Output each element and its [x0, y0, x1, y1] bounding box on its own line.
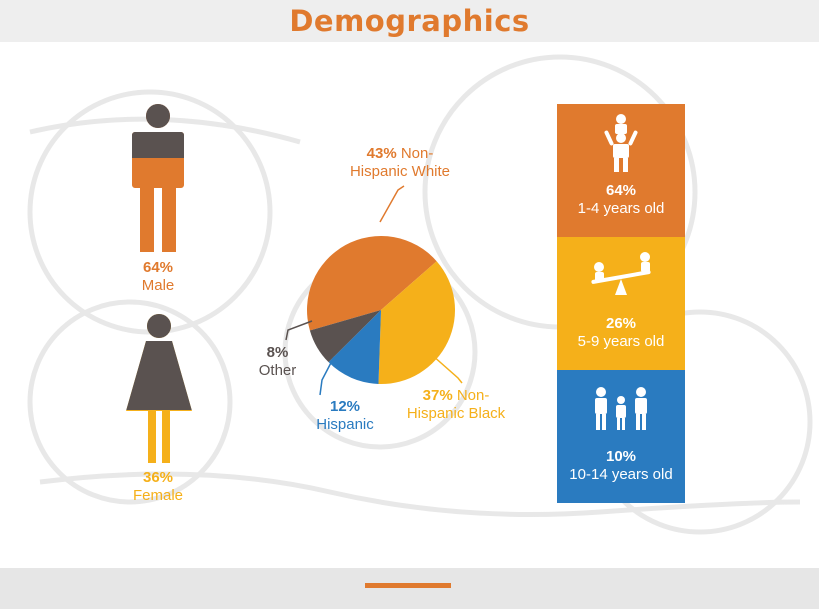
pie-label-white: 43% Non- Hispanic White: [330, 145, 470, 181]
age-label-5-9: 5-9 years old: [577, 333, 665, 350]
pie-white-line2: Hispanic White: [349, 163, 451, 180]
leader-line-white: [379, 185, 405, 223]
leader-line-hispanic: [319, 356, 335, 396]
footer-accent-line: [365, 583, 451, 588]
age-label-10-14: 10-14 years old: [569, 466, 673, 483]
footer-bar: [0, 568, 819, 609]
male-label: Male: [141, 277, 175, 294]
parent-child-icon: [604, 114, 638, 172]
male-figure-icon: [132, 104, 184, 252]
pie-black-percent: 37%: [422, 387, 453, 404]
pie-label-other: 8% Other: [245, 344, 310, 380]
leader-line-other: [285, 320, 313, 341]
age-percent-5-9: 26%: [605, 315, 637, 332]
age-percent-1-4: 64%: [605, 182, 637, 199]
age-percent-10-14: 10%: [605, 448, 637, 465]
pie-slice-hispanic: [328, 310, 381, 384]
family-icon: [595, 387, 647, 430]
ethnicity-pie-chart: [285, 185, 463, 396]
pie-hispanic-percent: 12%: [329, 398, 361, 415]
pie-other-label: Other: [258, 362, 297, 379]
sketch-circle: [27, 299, 233, 505]
female-percent: 36%: [142, 469, 174, 486]
female-figure-icon: [126, 314, 192, 463]
pie-slice-non-hispanic-white: [307, 236, 437, 331]
male-percent: 64%: [142, 259, 174, 276]
age-panel-5-9: 26% 5-9 years old: [557, 237, 685, 370]
pie-white-percent: 43%: [366, 145, 397, 162]
seesaw-icon: [591, 252, 651, 295]
pie-white-line1: Non-: [400, 145, 434, 162]
pie-hispanic-label: Hispanic: [316, 416, 374, 433]
sketch-line: [39, 471, 801, 517]
pie-slice-other: [309, 310, 381, 363]
pie-black-line2: Hispanic Black: [406, 405, 506, 422]
male-stat: 64% Male: [118, 259, 198, 295]
header-bar: Demographics: [0, 0, 819, 42]
pie-other-percent: 8%: [266, 344, 289, 361]
female-stat: 36% Female: [118, 469, 198, 505]
leader-line-black: [431, 354, 463, 384]
age-panel-10-14: 10% 10-14 years old: [557, 370, 685, 503]
age-text-10-14: 10% 10-14 years old: [557, 448, 685, 484]
age-text-5-9: 26% 5-9 years old: [557, 315, 685, 351]
pie-slice-non-hispanic-black: [378, 261, 456, 384]
female-label: Female: [132, 487, 184, 504]
pie-black-line1: Non-: [456, 387, 490, 404]
age-label-1-4: 1-4 years old: [577, 200, 665, 217]
pie-label-black: 37% Non- Hispanic Black: [396, 387, 516, 423]
age-text-1-4: 64% 1-4 years old: [557, 182, 685, 218]
page-title: Demographics: [289, 4, 530, 38]
age-panel-1-4: 64% 1-4 years old: [557, 104, 685, 237]
age-group-column: 64% 1-4 years old 26% 5-9 years old: [557, 104, 685, 503]
pie-label-hispanic: 12% Hispanic: [305, 398, 385, 434]
